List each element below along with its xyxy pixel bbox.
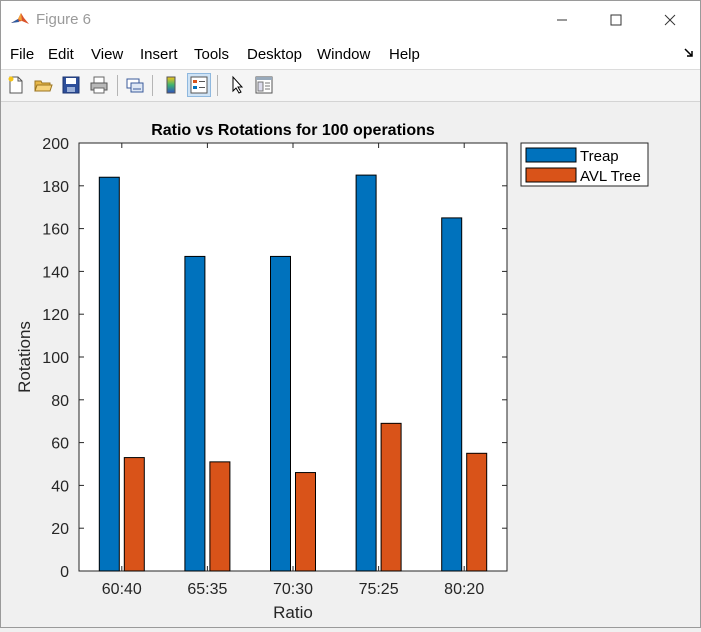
menu-view[interactable]: View	[91, 46, 124, 63]
treap-bar[interactable]	[355, 174, 377, 572]
legend-swatch	[525, 167, 577, 183]
menu-window[interactable]: Window	[317, 46, 371, 63]
legend-icon[interactable]	[187, 73, 211, 97]
y-tick-label: 160	[42, 222, 69, 239]
y-tick-label: 20	[51, 521, 69, 538]
title-bar: Figure 6	[1, 1, 700, 39]
y-tick-label: 120	[42, 307, 69, 324]
save-icon[interactable]	[59, 73, 83, 97]
x-tick-label: 70:30	[273, 581, 313, 598]
toolbar-separator	[152, 75, 153, 96]
toolbar-separator	[217, 75, 218, 96]
x-tick-label: 75:25	[359, 581, 399, 598]
y-tick-label: 100	[42, 350, 69, 367]
minimize-button[interactable]	[535, 1, 589, 39]
close-button[interactable]	[643, 1, 697, 39]
y-tick-label: 0	[60, 564, 69, 581]
y-tick-label: 140	[42, 264, 69, 281]
avl-tree-bar[interactable]	[466, 452, 488, 572]
menu-insert[interactable]: Insert	[140, 46, 178, 63]
treap-bar[interactable]	[441, 217, 463, 572]
toolbar-separator	[117, 75, 118, 96]
y-tick-label: 200	[42, 136, 69, 153]
menu-tools[interactable]: Tools	[194, 46, 230, 63]
avl-tree-bar[interactable]	[123, 457, 145, 572]
print-icon[interactable]	[87, 73, 111, 97]
colorbar-icon[interactable]	[159, 73, 183, 97]
y-tick-label: 80	[51, 393, 69, 410]
pointer-icon[interactable]	[225, 73, 249, 97]
y-tick-label: 60	[51, 436, 69, 453]
x-tick-label: 60:40	[102, 581, 142, 598]
legend[interactable]: Treap AVL Tree	[520, 142, 649, 187]
legend-label: Treap	[580, 148, 619, 165]
x-axis-label: Ratio	[273, 603, 313, 622]
menu-file[interactable]: File	[10, 46, 35, 63]
avl-tree-bar[interactable]	[295, 472, 316, 572]
treap-bar[interactable]	[98, 176, 120, 572]
treap-bar[interactable]	[184, 255, 206, 572]
x-tick-label: 65:35	[187, 581, 227, 598]
y-tick-label: 40	[51, 478, 69, 495]
menu-edit[interactable]: Edit	[48, 46, 74, 63]
avl-tree-bar[interactable]	[209, 461, 231, 572]
y-tick-label: 180	[42, 179, 69, 196]
legend-label: AVL Tree	[580, 168, 641, 185]
close-icon	[664, 14, 676, 26]
x-tick-label: 80:20	[444, 581, 484, 598]
legend-swatch	[525, 147, 577, 163]
maximize-icon	[610, 14, 622, 26]
menu-bar: File Edit View Insert Tools Desktop Wind…	[1, 39, 700, 70]
window-title: Figure 6	[36, 11, 92, 28]
plot-area	[78, 142, 508, 572]
y-axis-label: Rotations	[15, 321, 34, 393]
toolbar	[1, 70, 700, 102]
avl-tree-bar[interactable]	[380, 422, 402, 572]
menu-help[interactable]: Help	[389, 46, 420, 63]
menu-desktop[interactable]: Desktop	[247, 46, 303, 63]
dock-arrow-icon[interactable]	[684, 48, 694, 58]
minimize-icon	[557, 19, 567, 21]
open-file-icon[interactable]	[31, 73, 55, 97]
treap-bar[interactable]	[270, 255, 291, 572]
property-inspector-icon[interactable]	[252, 73, 276, 97]
figure-canvas: Ratio vs Rotations for 100 operations Ra…	[1, 102, 700, 627]
chart-title: Ratio vs Rotations for 100 operations	[151, 122, 435, 139]
new-figure-icon[interactable]	[4, 73, 28, 97]
bar-chart: Ratio vs Rotations for 100 operations Ra…	[15, 122, 649, 622]
maximize-button[interactable]	[589, 1, 643, 39]
link-plot-icon[interactable]	[123, 73, 147, 97]
matlab-icon	[10, 10, 30, 30]
